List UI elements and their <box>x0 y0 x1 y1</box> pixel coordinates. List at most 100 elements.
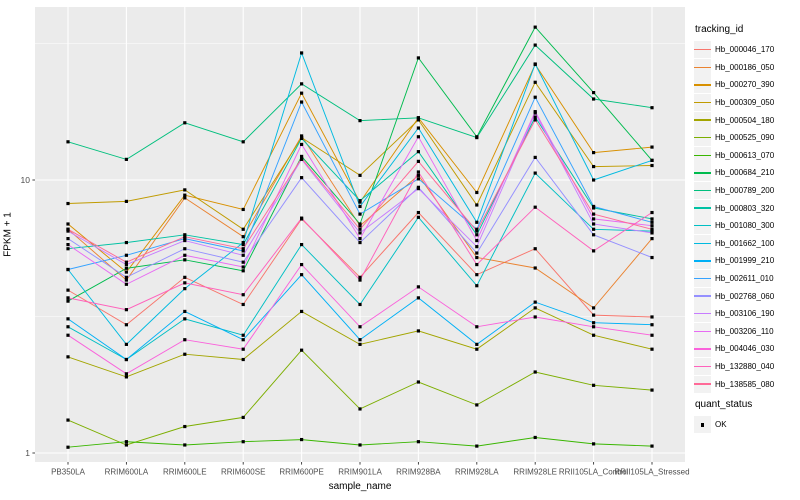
data-point <box>650 106 654 110</box>
data-point <box>124 440 128 444</box>
legend-item: Hb_000309_050 <box>694 94 800 112</box>
data-point <box>241 240 245 245</box>
data-point <box>241 140 245 144</box>
data-point <box>533 95 537 99</box>
data-point <box>124 260 128 264</box>
data-point <box>300 437 304 442</box>
legend-key <box>694 129 711 147</box>
data-point <box>124 375 128 379</box>
legend-line-icon <box>694 101 711 104</box>
data-point <box>66 317 70 321</box>
legend-key <box>694 252 711 270</box>
data-point <box>533 300 537 304</box>
data-point <box>592 212 596 216</box>
data-point <box>358 240 362 245</box>
data-point <box>300 348 304 352</box>
data-point <box>241 260 245 264</box>
data-point <box>183 188 187 192</box>
legend-item: Hb_003106_190 <box>694 305 800 323</box>
data-point <box>533 43 537 47</box>
data-point <box>183 258 187 262</box>
data-point <box>533 266 537 270</box>
legend-key <box>694 270 711 288</box>
data-point <box>475 238 479 243</box>
x-tick-label: RRIM928LA <box>455 468 499 477</box>
data-point <box>592 97 596 101</box>
data-point <box>650 333 654 337</box>
data-point <box>300 156 304 160</box>
data-point <box>416 126 420 130</box>
legend-key <box>694 94 711 112</box>
data-point <box>475 403 479 407</box>
legend-key <box>694 76 711 94</box>
data-point <box>124 157 128 161</box>
data-point <box>241 207 245 212</box>
legend-key <box>694 111 711 129</box>
data-point <box>650 315 654 319</box>
data-point <box>300 176 304 180</box>
legend-line-icon <box>694 154 711 157</box>
data-point <box>300 216 304 220</box>
legend-label: Hb_000504_180 <box>715 115 775 125</box>
data-point <box>358 199 362 203</box>
legend-item: Hb_004046_030 <box>694 340 800 358</box>
data-point <box>66 355 70 359</box>
legend-key <box>694 322 711 340</box>
data-point <box>358 338 362 342</box>
data-point <box>300 136 304 141</box>
x-tick-label: RRIM600LA <box>105 468 149 477</box>
legend-item: Hb_002768_060 <box>694 287 800 305</box>
data-point <box>241 293 245 297</box>
data-point <box>124 275 128 279</box>
data-point <box>300 242 304 247</box>
data-point <box>241 247 245 251</box>
legend-items: Hb_000046_170 Hb_000186_050 Hb_000270_390 H… <box>694 41 800 393</box>
legend-item: Hb_000525_090 <box>694 129 800 147</box>
legend-line-icon <box>694 49 711 51</box>
legend-key <box>694 146 711 164</box>
data-point <box>66 445 70 449</box>
data-point <box>300 82 304 86</box>
legend-key <box>694 287 711 305</box>
legend-label: Hb_000803_320 <box>715 203 775 213</box>
legend-line-icon <box>694 330 711 332</box>
data-point <box>358 119 362 123</box>
legend-line-icon <box>694 313 711 315</box>
legend-key <box>694 217 711 235</box>
data-point <box>124 357 128 362</box>
data-point <box>66 222 70 226</box>
data-point <box>358 342 362 346</box>
data-point <box>124 372 128 376</box>
data-point <box>241 249 245 253</box>
data-point <box>66 333 70 337</box>
data-point <box>124 443 128 447</box>
data-point <box>475 229 479 233</box>
data-point <box>650 158 654 162</box>
legend-line-icon <box>694 172 711 174</box>
legend-item: Hb_000803_320 <box>694 199 800 217</box>
data-point <box>650 323 654 327</box>
data-point <box>66 201 70 206</box>
data-point <box>183 352 187 356</box>
data-point <box>358 212 362 216</box>
legend-label: Hb_000789_200 <box>715 186 775 196</box>
data-point <box>592 442 596 446</box>
data-point <box>650 163 654 168</box>
data-point <box>66 140 70 144</box>
data-point <box>592 249 596 253</box>
data-point <box>241 333 245 337</box>
data-point <box>416 329 420 333</box>
data-point <box>475 284 479 288</box>
data-point <box>475 233 479 237</box>
data-point <box>241 265 245 269</box>
data-point <box>592 91 596 95</box>
data-point <box>358 278 362 282</box>
legend-line-icon <box>694 348 711 350</box>
data-point <box>416 135 420 139</box>
data-point <box>66 418 70 422</box>
data-point <box>416 440 420 444</box>
data-point <box>124 262 128 267</box>
legend-item: Hb_132880_040 <box>694 357 800 376</box>
legend-line-icon <box>694 365 711 368</box>
